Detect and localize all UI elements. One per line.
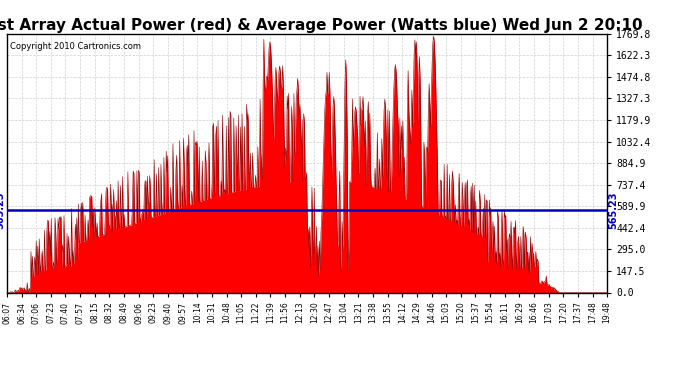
- Title: West Array Actual Power (red) & Average Power (Watts blue) Wed Jun 2 20:10: West Array Actual Power (red) & Average …: [0, 18, 643, 33]
- Text: 565.23: 565.23: [0, 191, 6, 229]
- Text: 565.23: 565.23: [609, 191, 618, 229]
- Text: Copyright 2010 Cartronics.com: Copyright 2010 Cartronics.com: [10, 42, 141, 51]
